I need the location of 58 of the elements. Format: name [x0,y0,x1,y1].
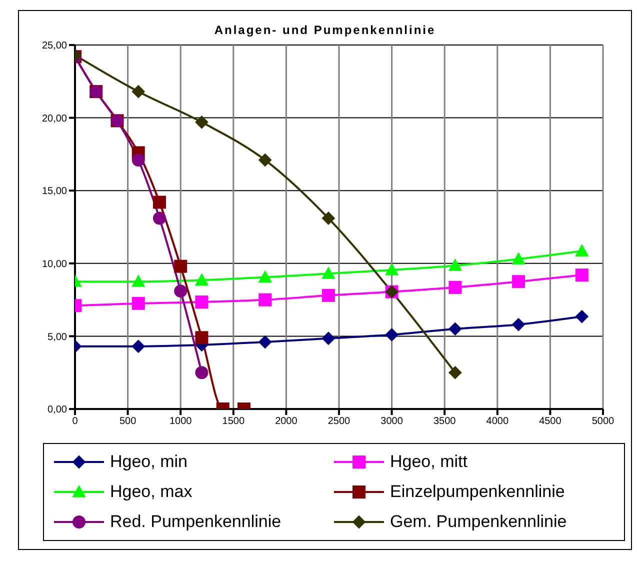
point [195,366,208,380]
chart-title: Anlagen- und Pumpenkennlinie [213,23,437,37]
legend-label: Einzelpumpenkennlinie [390,482,565,502]
x-tick-label: 3000 [380,416,404,428]
point [575,310,588,324]
point [385,263,398,276]
point [448,322,462,336]
x-tick-label: 1000 [169,416,192,428]
point [322,267,335,279]
point [322,212,335,225]
point [385,328,398,342]
y-tick-label: 20,00 [42,113,68,124]
x-tick-label: 4500 [539,416,562,428]
x-tick-label: 0 [72,416,78,428]
x-tick-label: 3500 [433,416,456,428]
point [258,293,272,306]
point [512,275,526,288]
legend-label: Red. Pumpenkennlinie [110,512,282,532]
point [448,366,462,380]
x-tick-label: 2500 [328,416,351,428]
x-tick-label: 1500 [222,416,245,428]
point [448,280,462,294]
point [152,212,166,225]
x-tick-label: 5000 [592,416,615,428]
point [448,259,462,271]
point [195,331,208,344]
x-tick-label: 2000 [275,416,298,428]
point [322,332,335,345]
y-tick-label: 10,00 [42,258,68,270]
point [322,288,335,302]
point [132,154,145,167]
point [575,244,588,256]
legend-label: Hgeo, max [110,482,192,502]
y-tick-label: 5,00 [48,332,68,343]
point [512,252,526,264]
point [132,275,145,287]
legend-label: Gem. Pumpenkennlinie [390,512,567,532]
point [575,268,588,282]
x-tick-label: 4000 [486,416,509,428]
y-tick-label: 25,00 [42,40,68,52]
point [132,340,145,353]
x-tick-label: 500 [119,416,137,428]
point [174,284,188,298]
point [132,296,145,310]
point [195,116,208,129]
point [174,260,188,273]
legend-label: Hgeo, mitt [390,452,468,472]
point [512,318,526,332]
y-tick-label: 0,00 [48,404,68,416]
y-tick-label: 15,00 [42,186,68,198]
point [195,274,208,286]
point [152,196,166,209]
point [258,336,272,349]
point [258,270,272,283]
point [132,85,145,98]
point [195,295,208,308]
legend-label: Hgeo, min [110,452,188,472]
point [258,154,272,167]
